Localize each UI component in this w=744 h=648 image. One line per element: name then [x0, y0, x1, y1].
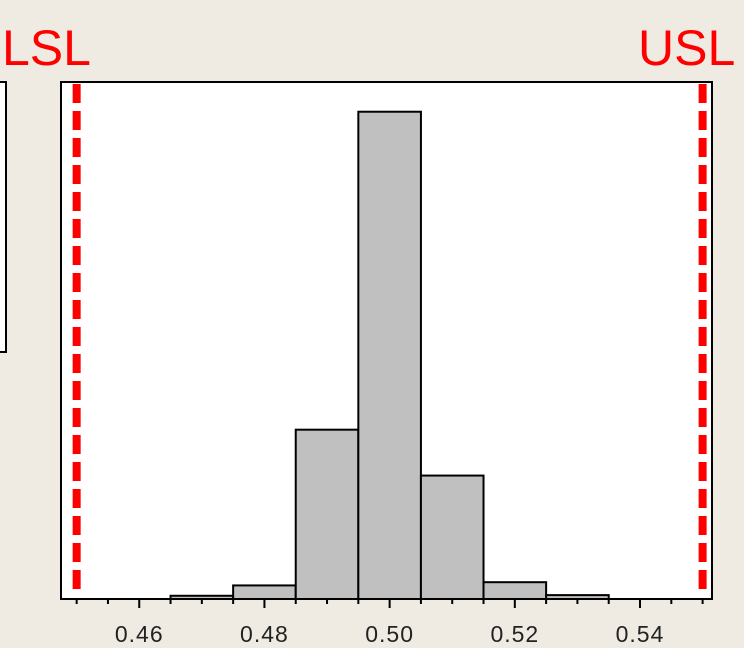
histogram-bar	[169, 594, 235, 600]
histogram-bar	[419, 474, 485, 600]
usl-label: USL	[638, 20, 735, 76]
histogram-bar	[232, 584, 297, 601]
x-tick-label: 0.50	[365, 621, 414, 647]
x-tick-label: 0.52	[490, 621, 539, 647]
spec-limit-lines	[72, 84, 707, 597]
x-tick-label: 0.48	[240, 621, 289, 647]
histogram-bar	[545, 594, 610, 600]
x-axis-ticks: 0.46 0.48 0.50 0.52 0.54	[75, 599, 704, 647]
left-side-panel	[0, 81, 7, 353]
lsl-label: LSL	[2, 20, 91, 76]
x-tick-label: 0.54	[616, 621, 665, 647]
histogram-bar	[294, 428, 360, 600]
x-tick-label: 0.46	[115, 621, 164, 647]
histogram-bar	[482, 581, 548, 601]
histogram-bar	[357, 110, 422, 600]
